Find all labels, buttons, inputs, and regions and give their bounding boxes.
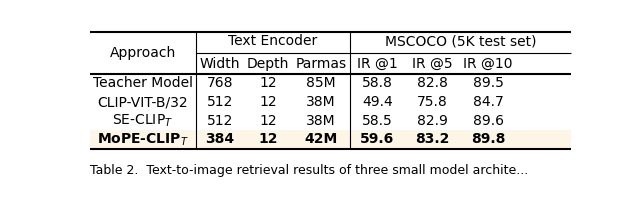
Text: 82.8: 82.8	[417, 76, 448, 90]
Text: Teacher Model: Teacher Model	[93, 76, 193, 90]
Text: 42M: 42M	[304, 132, 337, 146]
Text: 89.6: 89.6	[472, 114, 504, 128]
Text: MoPE-CLIP$_T$: MoPE-CLIP$_T$	[97, 131, 189, 147]
Text: 512: 512	[207, 114, 233, 128]
Text: 83.2: 83.2	[415, 132, 450, 146]
Text: MSCOCO (5K test set): MSCOCO (5K test set)	[385, 34, 536, 48]
Text: 12: 12	[259, 114, 276, 128]
Text: IR @10: IR @10	[463, 57, 513, 71]
Text: 89.8: 89.8	[471, 132, 505, 146]
Text: 12: 12	[259, 76, 276, 90]
Text: 58.8: 58.8	[362, 76, 393, 90]
Text: 49.4: 49.4	[362, 95, 393, 109]
Text: 38M: 38M	[306, 95, 335, 109]
Text: 85M: 85M	[306, 76, 335, 90]
Text: IR @5: IR @5	[412, 57, 453, 71]
Text: 75.8: 75.8	[417, 95, 448, 109]
Text: 82.9: 82.9	[417, 114, 448, 128]
Text: 512: 512	[207, 95, 233, 109]
Text: 12: 12	[258, 132, 278, 146]
Text: IR @1: IR @1	[357, 57, 398, 71]
Text: 84.7: 84.7	[473, 95, 504, 109]
Text: 768: 768	[207, 76, 233, 90]
Text: CLIP-VIT-B/32: CLIP-VIT-B/32	[97, 95, 188, 109]
Text: 59.6: 59.6	[360, 132, 394, 146]
Text: 89.5: 89.5	[472, 76, 504, 90]
Text: Parmas: Parmas	[295, 57, 346, 71]
Text: Width: Width	[200, 57, 240, 71]
Text: 38M: 38M	[306, 114, 335, 128]
Bar	[90, 130, 571, 149]
Text: 384: 384	[205, 132, 234, 146]
Text: Approach: Approach	[109, 46, 176, 60]
Text: 58.5: 58.5	[362, 114, 393, 128]
Text: SE-CLIP$_T$: SE-CLIP$_T$	[112, 113, 173, 129]
Text: 12: 12	[259, 95, 276, 109]
Text: Table 2.  Text-to-image retrieval results of three small model archite...: Table 2. Text-to-image retrieval results…	[90, 164, 528, 177]
Text: Depth: Depth	[247, 57, 289, 71]
Text: Text Encoder: Text Encoder	[228, 34, 317, 48]
